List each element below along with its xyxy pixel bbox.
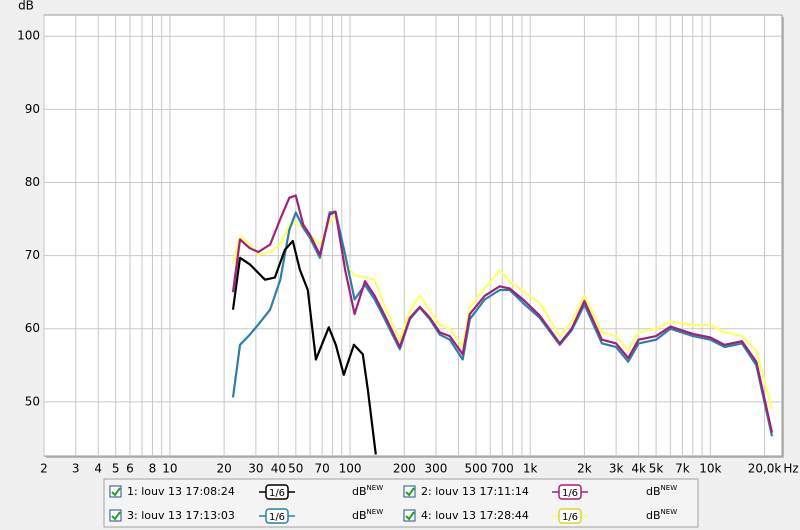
- x-tick-label: 30: [248, 462, 263, 476]
- legend: 1: louv 13 17:08:24 1/6 dBNEW 2: louv 13 17…: [109, 484, 677, 524]
- y-tick-label: 70: [25, 248, 40, 262]
- x-tick-label: 10k: [699, 462, 721, 476]
- unit: dB: [646, 485, 661, 498]
- unit-badge: NEW: [367, 484, 384, 492]
- y-tick-label: 50: [25, 394, 40, 408]
- legend-box: [103, 478, 699, 528]
- x-tick-label: 4k: [631, 462, 646, 476]
- smoothing-label: 1/6: [269, 488, 285, 499]
- plot-area: [43, 14, 783, 457]
- checkmark: [405, 487, 415, 497]
- checkbox[interactable]: [109, 485, 122, 498]
- x-tick-label: 6: [126, 462, 134, 476]
- smoothing-button[interactable]: [265, 508, 289, 524]
- unit: dB: [352, 485, 367, 498]
- series-line: [231, 239, 377, 455]
- x-tick-label: 10: [162, 462, 177, 476]
- unit: dB: [352, 509, 367, 522]
- smoothing-button[interactable]: [558, 508, 582, 524]
- x-tick-label: 40: [271, 462, 286, 476]
- x-tick-label: 500: [465, 462, 488, 476]
- checkbox[interactable]: [109, 509, 122, 522]
- smoothing-label: 1/6: [269, 512, 285, 523]
- x-tick-label: 20: [216, 462, 231, 476]
- x-tick-label: 100: [339, 462, 362, 476]
- y-tick-label: 90: [25, 102, 40, 116]
- legend-label: 2: louv 13 17:11:14: [421, 485, 529, 498]
- unit-label: dBNEW: [352, 484, 383, 498]
- smoothing-label: 1/6: [562, 488, 578, 499]
- x-tick-label: 1k: [523, 462, 538, 476]
- legend-item: 2: louv 13 17:11:14 1/6 dBNEW: [403, 484, 677, 500]
- smoothing-button[interactable]: [558, 484, 582, 500]
- legend-label: 1: louv 13 17:08:24: [127, 485, 235, 498]
- x-tick-label: 3k: [609, 462, 624, 476]
- legend-label: 3: louv 13 17:13:03: [127, 509, 235, 522]
- series-line: [231, 213, 774, 410]
- x-tick-label: 70: [315, 462, 330, 476]
- unit-badge: NEW: [367, 508, 384, 516]
- y-tick-label: 60: [25, 321, 40, 335]
- x-tick-label: 200: [393, 462, 416, 476]
- x-tick-label: 5k: [649, 462, 664, 476]
- checkbox[interactable]: [403, 485, 416, 498]
- x-tick-label: 7k: [675, 462, 690, 476]
- x-tick-label: 8: [149, 462, 157, 476]
- x-tick-label: 4: [94, 462, 102, 476]
- grid: [43, 15, 782, 456]
- series-lines: [231, 194, 774, 455]
- checkmark: [111, 511, 121, 521]
- unit: dB: [646, 509, 661, 522]
- smoothing-button[interactable]: [265, 484, 289, 500]
- x-tick-label: 3: [72, 462, 80, 476]
- series-line: [231, 210, 774, 437]
- x-axis-label: Hz: [783, 462, 798, 476]
- x-tick-label: 2: [40, 462, 48, 476]
- x-tick-label: 5: [112, 462, 120, 476]
- checkbox[interactable]: [403, 509, 416, 522]
- y-axis-label: dB: [18, 0, 34, 13]
- y-tick-label: 80: [25, 175, 40, 189]
- legend-item: 3: louv 13 17:13:03 1/6 dBNEW: [109, 508, 383, 524]
- x-tick-label: 2k: [577, 462, 592, 476]
- y-tick-label: 100: [17, 29, 40, 43]
- x-tick-label: 700: [491, 462, 514, 476]
- unit-label: dBNEW: [646, 508, 677, 522]
- legend-item: 1: louv 13 17:08:24 1/6 dBNEW: [109, 484, 383, 500]
- unit-badge: NEW: [661, 508, 678, 516]
- unit-label: dBNEW: [352, 508, 383, 522]
- x-tick-label: 20,0k: [748, 462, 782, 476]
- unit-label: dBNEW: [646, 484, 677, 498]
- smoothing-label: 1/6: [562, 512, 578, 523]
- legend-item: 4: louv 13 17:28:44 1/6 dBNEW: [403, 508, 677, 524]
- legend-label: 4: louv 13 17:28:44: [421, 509, 529, 522]
- series-line: [231, 194, 774, 433]
- checkmark: [111, 487, 121, 497]
- checkmark: [405, 511, 415, 521]
- unit-badge: NEW: [661, 484, 678, 492]
- x-tick-label: 50: [288, 462, 303, 476]
- x-tick-label: 300: [425, 462, 448, 476]
